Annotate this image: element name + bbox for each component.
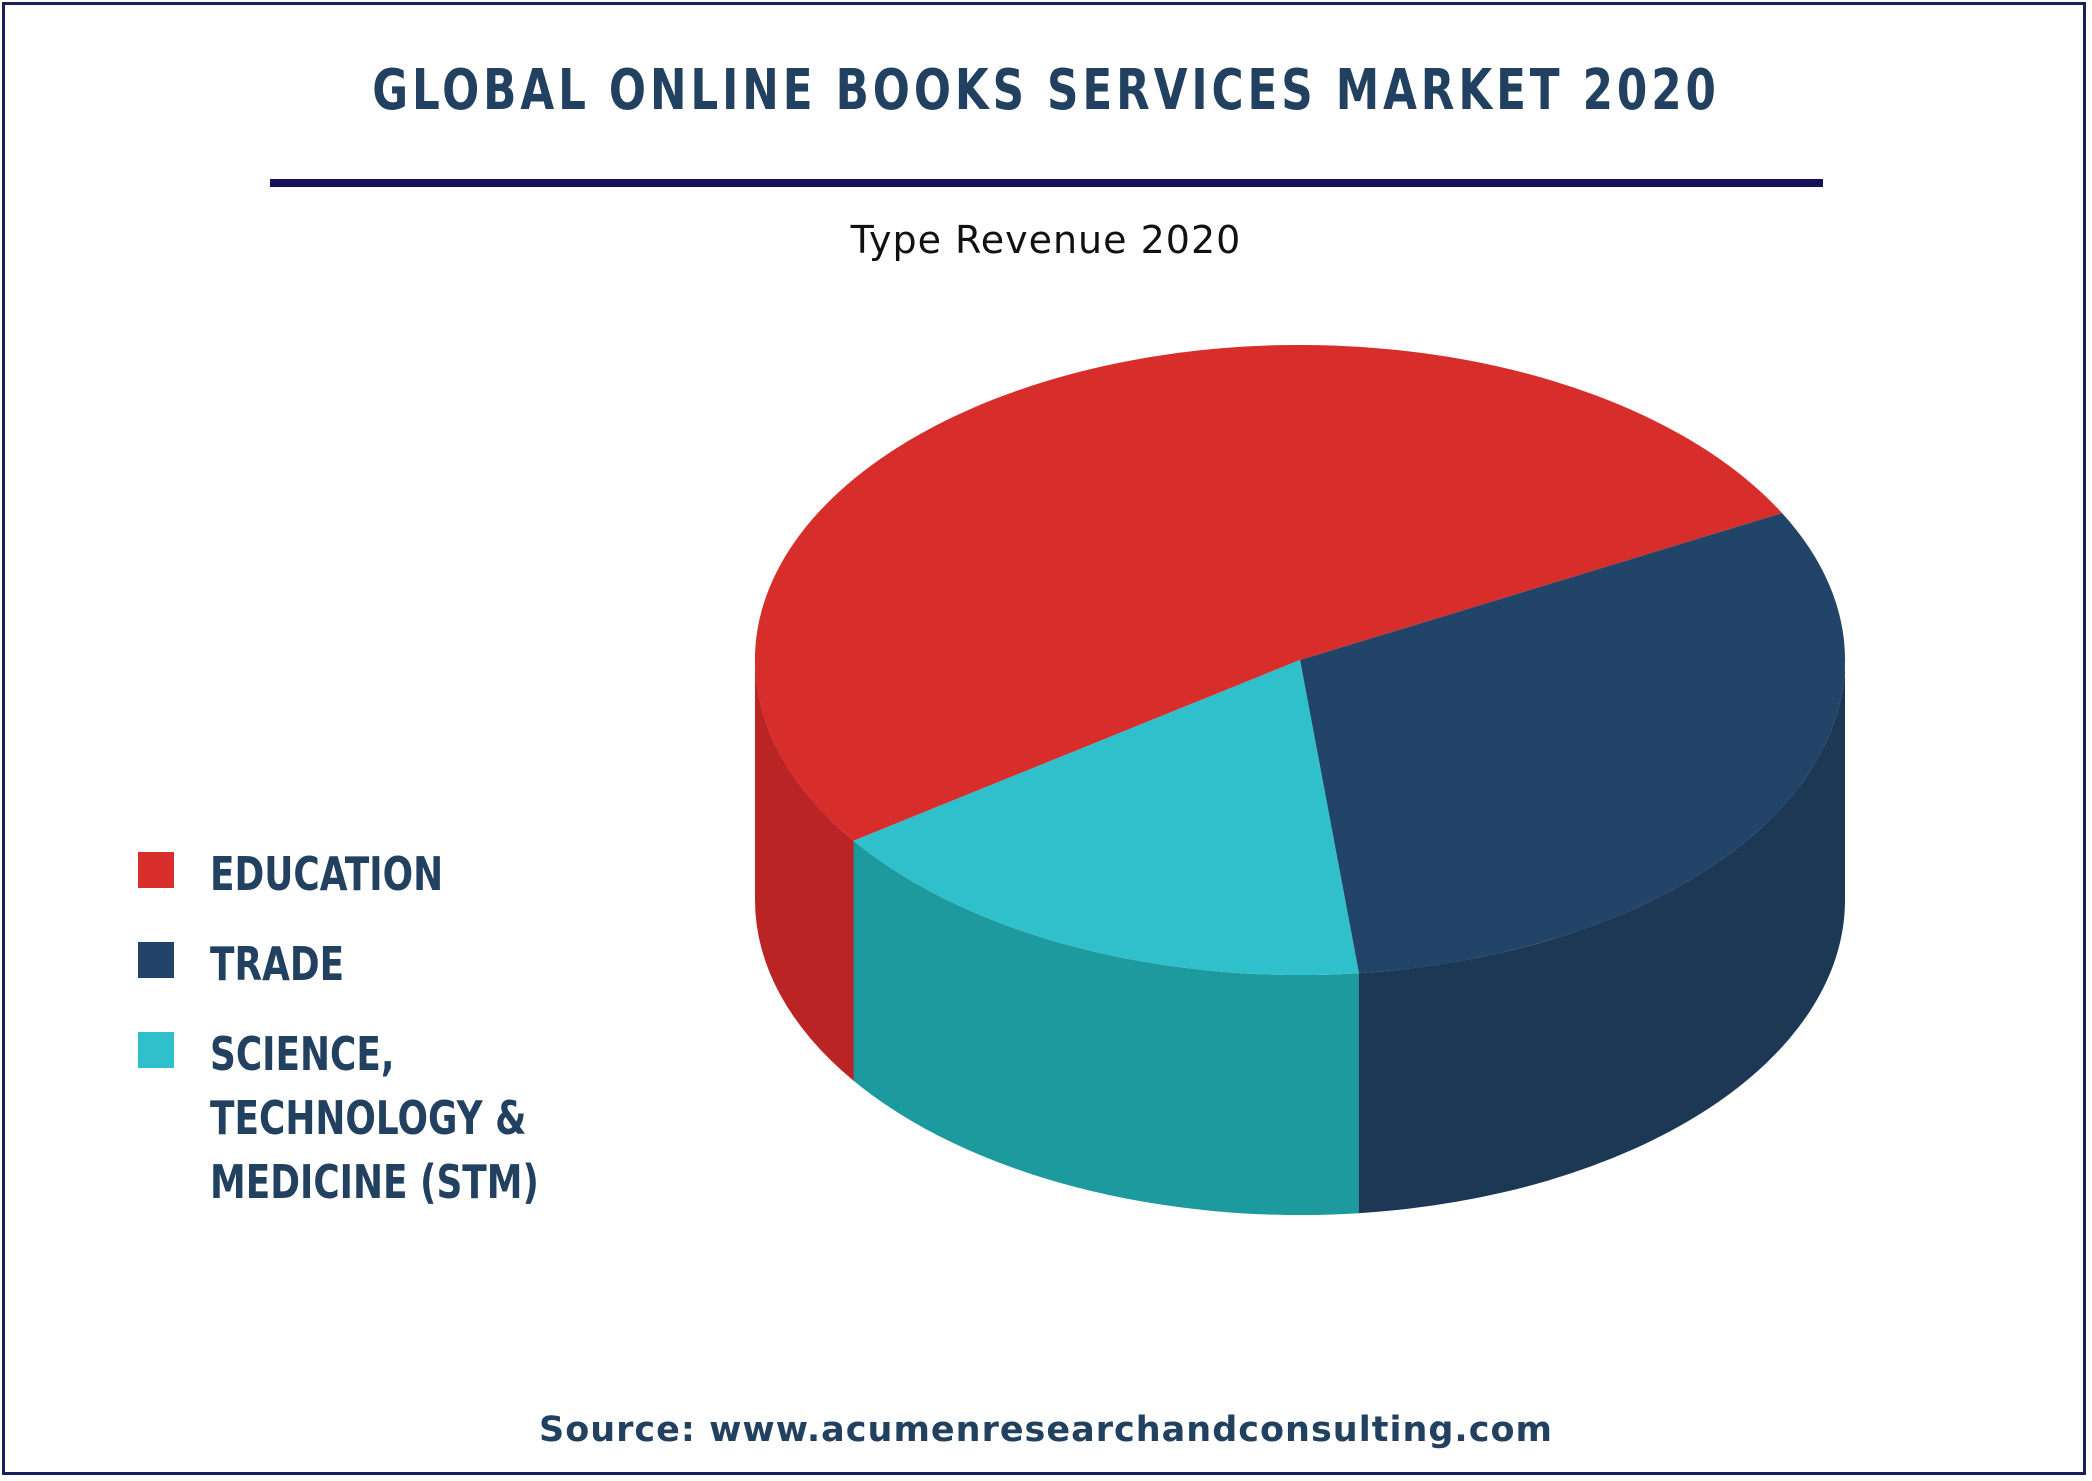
legend-label-stm: SCIENCE, TECHNOLOGY & MEDICINE (STM) bbox=[210, 1027, 539, 1209]
pie-side-trade bbox=[1358, 660, 1845, 1214]
legend-swatch-stm bbox=[138, 1032, 174, 1068]
legend-label-education: EDUCATION bbox=[210, 847, 444, 901]
pie-side-education bbox=[755, 660, 854, 1081]
pie-slice-trade bbox=[1300, 513, 1846, 974]
pie-slice-education bbox=[754, 344, 1783, 841]
legend-item-trade: TRADE bbox=[138, 932, 758, 1022]
chart-legend: EDUCATION TRADE SCIENCE, TECHNOLOGY & ME… bbox=[138, 842, 758, 1209]
source-note: Source: www.acumenresearchandconsulting.… bbox=[539, 1410, 1553, 1450]
legend-swatch-education bbox=[138, 852, 174, 888]
legend-item-education: EDUCATION bbox=[138, 842, 758, 932]
title-underline bbox=[270, 179, 1823, 187]
chart-subtitle: Type Revenue 2020 bbox=[850, 218, 1242, 262]
legend-label-trade: TRADE bbox=[210, 937, 345, 991]
legend-swatch-trade bbox=[138, 942, 174, 978]
chart-title: GLOBAL ONLINE BOOKS SERVICES MARKET 2020 bbox=[372, 58, 1720, 123]
legend-item-stm: SCIENCE, TECHNOLOGY & MEDICINE (STM) bbox=[138, 1022, 758, 1209]
pie-slice-science-technology-medicine-stm bbox=[853, 660, 1359, 976]
pie-side-science-technology-medicine-stm bbox=[853, 840, 1359, 1216]
